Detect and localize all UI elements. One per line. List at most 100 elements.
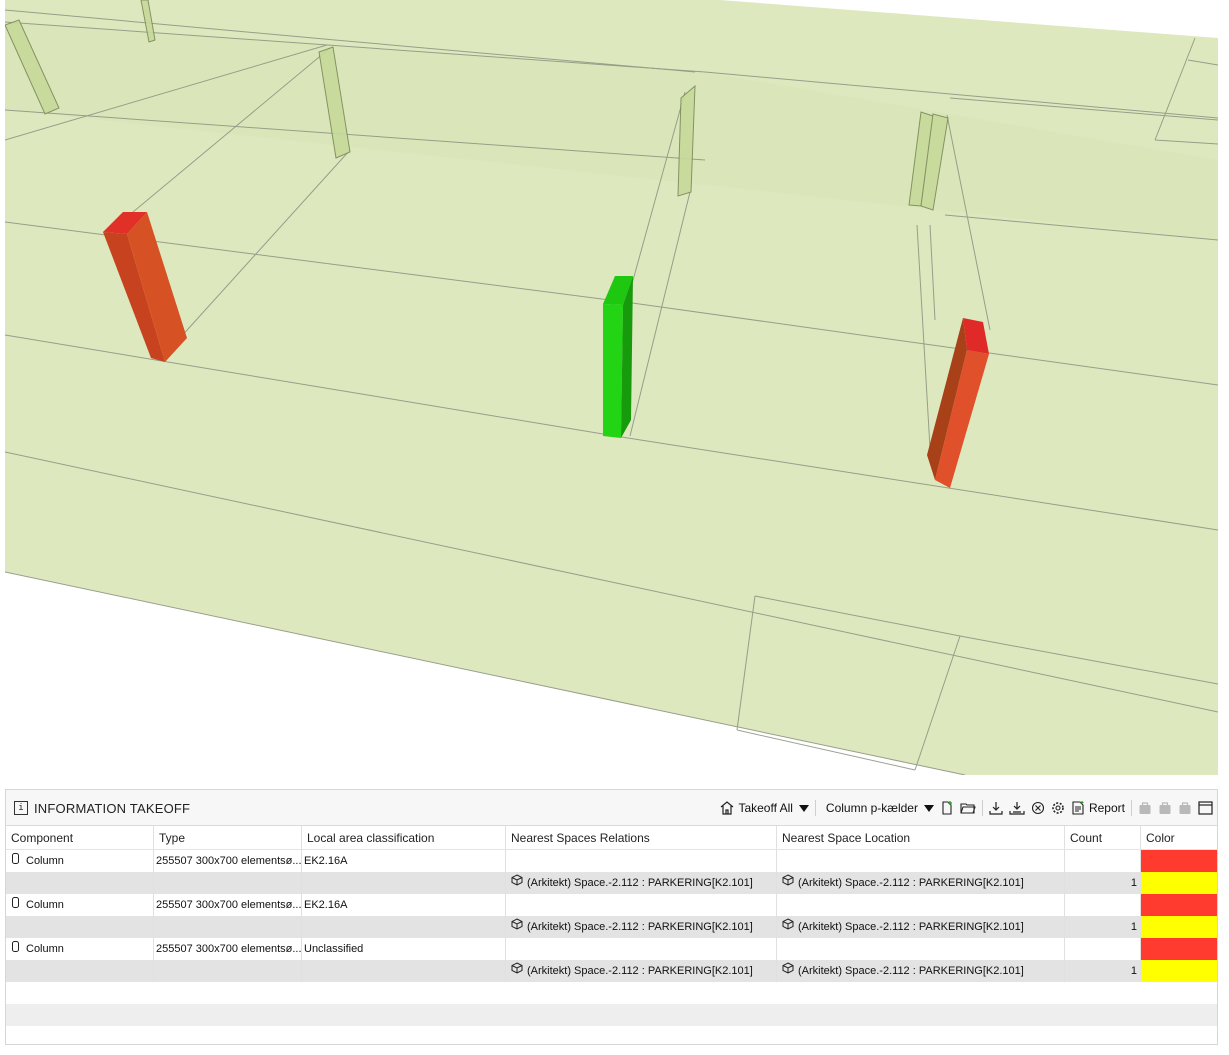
report-button[interactable]: Report [1071, 801, 1125, 815]
column-header[interactable]: Component [6, 826, 154, 849]
relation-cell [506, 894, 777, 916]
folder-icon [960, 803, 976, 814]
relation-cell: (Arkitekt) Space.-2.112 : PARKERING[K2.1… [527, 877, 753, 889]
color-swatch[interactable] [1141, 894, 1217, 916]
count-cell [1065, 850, 1141, 872]
space-cube-icon [511, 872, 523, 894]
count-cell [1065, 938, 1141, 960]
settings-button[interactable] [1051, 801, 1065, 815]
classification-cell: Unclassified [302, 938, 506, 960]
panel-toolbar: Takeoff All Column p-kælder [714, 798, 1213, 818]
column-highlight-center[interactable] [603, 276, 633, 438]
bag-button-2[interactable] [1158, 801, 1172, 815]
clear-button[interactable] [1031, 801, 1045, 815]
space-cube-icon [511, 960, 523, 982]
table-row[interactable]: (Arkitekt) Space.-2.112 : PARKERING[K2.1… [6, 916, 1217, 938]
space-cube-icon [782, 916, 794, 938]
color-swatch[interactable] [1141, 960, 1217, 982]
table-row[interactable]: Column 255507 300x700 elementsø... EK2.1… [6, 850, 1217, 872]
toolbar-divider [814, 800, 816, 816]
new-file-button[interactable] [940, 801, 954, 815]
model-view[interactable] [5, 0, 1218, 775]
3d-viewport[interactable] [5, 0, 1218, 775]
column-icon [12, 850, 19, 872]
column-icon [12, 894, 19, 916]
report-label: Report [1088, 801, 1125, 815]
download-icon [989, 802, 1003, 815]
column-highlight-left[interactable] [103, 212, 187, 362]
count-cell: 1 [1065, 960, 1141, 982]
table-row[interactable]: (Arkitekt) Space.-2.112 : PARKERING[K2.1… [6, 960, 1217, 982]
floor-grid-lines [5, 9, 1218, 775]
ghost-columns [5, 0, 949, 211]
bag-icon [1139, 802, 1151, 814]
column-icon [12, 938, 19, 960]
maximize-button[interactable] [1198, 801, 1213, 815]
color-swatch[interactable] [1141, 916, 1217, 938]
bag-button-1[interactable] [1138, 801, 1152, 815]
classification-cell: EK2.16A [302, 894, 506, 916]
table-header-row: Component Type Local area classification… [6, 826, 1217, 850]
location-cell [777, 850, 1065, 872]
relation-cell [506, 938, 777, 960]
new-file-icon [942, 801, 952, 815]
toolbar-divider [1131, 800, 1132, 816]
bag-button-3[interactable] [1178, 801, 1192, 815]
type-cell: 255507 300x700 elementsø... [154, 850, 302, 872]
takeoff-all-button[interactable]: Takeoff All [720, 801, 809, 815]
gear-icon [1052, 802, 1064, 814]
location-cell [777, 894, 1065, 916]
count-cell: 1 [1065, 872, 1141, 894]
column-header[interactable]: Type [154, 826, 302, 849]
takeoff-table: Component Type Local area classification… [6, 826, 1217, 1044]
chevron-down-icon[interactable] [798, 804, 809, 812]
panel-title: i INFORMATION TAKEOFF [14, 799, 190, 817]
bag-icon [1159, 802, 1171, 814]
location-cell: (Arkitekt) Space.-2.112 : PARKERING[K2.1… [798, 921, 1024, 933]
color-swatch[interactable] [1141, 850, 1217, 872]
open-folder-button[interactable] [960, 801, 976, 815]
building-icon [721, 801, 734, 815]
location-cell: (Arkitekt) Space.-2.112 : PARKERING[K2.1… [798, 965, 1024, 977]
table-row[interactable]: (Arkitekt) Space.-2.112 : PARKERING[K2.1… [6, 872, 1217, 894]
chevron-down-icon[interactable] [923, 804, 934, 812]
table-row[interactable]: Column 255507 300x700 elementsø... Uncla… [6, 938, 1217, 960]
panel-header: i INFORMATION TAKEOFF Takeoff All Column… [6, 790, 1217, 826]
takeoff-all-label: Takeoff All [738, 801, 793, 815]
type-cell: 255507 300x700 elementsø... [154, 938, 302, 960]
space-cube-icon [782, 960, 794, 982]
info-icon: i [14, 801, 28, 815]
space-cube-icon [511, 916, 523, 938]
import-all-button[interactable] [1009, 801, 1025, 815]
column-highlight-right[interactable] [927, 318, 989, 488]
type-cell: 255507 300x700 elementsø... [154, 894, 302, 916]
import-button[interactable] [989, 801, 1003, 815]
component-cell: Column [26, 855, 64, 867]
count-cell: 1 [1065, 916, 1141, 938]
window-icon [1198, 801, 1213, 815]
component-cell: Column [26, 899, 64, 911]
color-swatch[interactable] [1141, 872, 1217, 894]
space-cube-icon [782, 872, 794, 894]
column-header[interactable]: Nearest Space Location [777, 826, 1065, 849]
bag-icon [1179, 802, 1191, 814]
column-header[interactable]: Color [1146, 831, 1175, 845]
column-header[interactable]: Count [1065, 826, 1141, 849]
count-cell [1065, 894, 1141, 916]
relation-cell: (Arkitekt) Space.-2.112 : PARKERING[K2.1… [527, 921, 753, 933]
close-circle-icon [1031, 801, 1045, 815]
information-takeoff-panel: i INFORMATION TAKEOFF Takeoff All Column… [5, 789, 1218, 1045]
location-cell [777, 938, 1065, 960]
toolbar-divider [981, 800, 983, 816]
location-cell: (Arkitekt) Space.-2.112 : PARKERING[K2.1… [798, 877, 1024, 889]
empty-row [6, 1026, 1217, 1044]
table-row[interactable]: Column 255507 300x700 elementsø... EK2.1… [6, 894, 1217, 916]
empty-row [6, 1004, 1217, 1026]
color-swatch[interactable] [1141, 938, 1217, 960]
report-icon [1072, 801, 1084, 815]
download-all-icon [1009, 802, 1025, 815]
relation-cell: (Arkitekt) Space.-2.112 : PARKERING[K2.1… [527, 965, 753, 977]
column-header[interactable]: Nearest Spaces Relations [506, 826, 777, 849]
column-set-dropdown[interactable]: Column p-kælder [822, 801, 934, 815]
column-header[interactable]: Local area classification [302, 826, 506, 849]
